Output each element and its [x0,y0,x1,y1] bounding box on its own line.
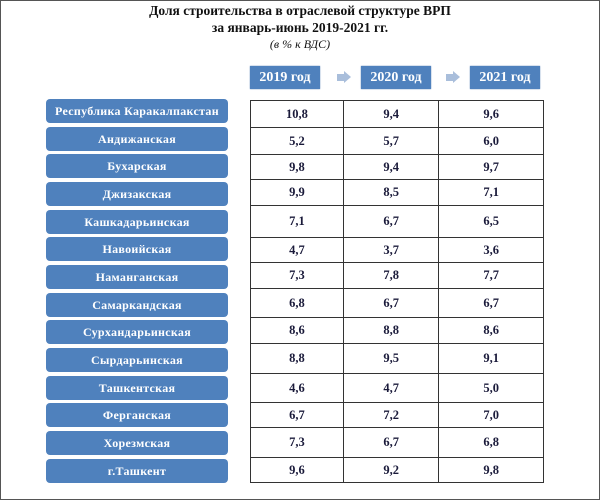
value-cell: 9,8 [250,154,344,180]
value-cell: 6,7 [342,205,440,238]
value-cell: 5,7 [342,127,440,155]
value-cell: 5,0 [438,373,544,403]
value-cell: 9,8 [438,457,544,483]
value-cell: 5,2 [250,127,344,155]
region-label: Ферганская [46,403,228,427]
value-cell: 9,5 [342,343,440,374]
region-label: Бухарская [46,154,228,178]
unit-note: (в % к ВДС) [269,37,331,51]
value-cell: 6,5 [438,205,544,238]
year-header-2019: 2019 год [250,66,320,89]
value-cell: 7,8 [342,262,440,289]
subtitle: за январь-июнь 2019-2021 гг. [211,20,389,35]
data-table: 10,8 9,4 9,6 5,2 5,7 6,0 9,8 9,4 9,7 9,9 8,5 7,1 7,1… [250,100,544,483]
region-label: Сырдарьинская [46,348,228,372]
region-label: Сурхандарьинская [46,320,228,344]
table-row: 8,6 8,8 8,6 [250,317,544,344]
value-cell: 10,8 [250,100,344,128]
value-cell: 9,6 [250,457,344,483]
value-cell: 9,1 [438,343,544,374]
value-cell: 6,7 [342,288,440,318]
table-row: 4,7 3,7 3,6 [250,237,544,263]
value-cell: 9,7 [438,154,544,180]
table-row: 7,1 6,7 6,5 [250,205,544,238]
value-cell: 6,8 [438,427,544,458]
table-row: 4,6 4,7 5,0 [250,373,544,403]
year-header-2021: 2021 год [470,66,540,89]
region-label: Наманганская [46,265,228,289]
value-cell: 8,6 [438,317,544,344]
value-cell: 7,1 [438,179,544,206]
region-label: Ташкентская [46,376,228,400]
value-cell: 9,9 [250,179,344,206]
region-label: Кашкадарьинская [46,210,228,234]
value-cell: 9,4 [342,100,440,128]
table-row: 6,8 6,7 6,7 [250,288,544,318]
value-cell: 3,6 [438,237,544,263]
value-cell: 7,3 [250,427,344,458]
value-cell: 8,5 [342,179,440,206]
table-row: 7,3 7,8 7,7 [250,262,544,289]
table-row: 7,3 6,7 6,8 [250,427,544,458]
value-cell: 6,7 [342,427,440,458]
region-label: Андижанская [46,127,228,151]
year-header-2020: 2020 год [361,66,431,89]
value-cell: 6,8 [250,288,344,318]
value-cell: 7,1 [250,205,344,238]
value-cell: 7,2 [342,402,440,428]
table-row: 9,8 9,4 9,7 [250,154,544,180]
region-label: Джизакская [46,182,228,206]
region-label: Хорезмская [46,431,228,455]
value-cell: 7,3 [250,262,344,289]
value-cell: 7,0 [438,402,544,428]
value-cell: 4,7 [250,237,344,263]
value-cell: 7,7 [438,262,544,289]
value-cell: 9,2 [342,457,440,483]
value-cell: 6,7 [250,402,344,428]
table-row: 5,2 5,7 6,0 [250,127,544,155]
value-cell: 6,7 [438,288,544,318]
value-cell: 4,7 [342,373,440,403]
region-label: Самаркандская [46,293,228,317]
region-label: г.Ташкент [46,459,228,483]
value-cell: 8,6 [250,317,344,344]
value-cell: 9,6 [438,100,544,128]
region-label: Республика Каракалпакстан [46,99,228,123]
region-label: Навоийская [46,237,228,261]
table-row: 10,8 9,4 9,6 [250,100,544,128]
value-cell: 4,6 [250,373,344,403]
value-cell: 8,8 [250,343,344,374]
table-row: 8,8 9,5 9,1 [250,343,544,374]
table-row: 9,6 9,2 9,8 [250,457,544,483]
value-cell: 6,0 [438,127,544,155]
value-cell: 3,7 [342,237,440,263]
table-row: 6,7 7,2 7,0 [250,402,544,428]
value-cell: 9,4 [342,154,440,180]
table-row: 9,9 8,5 7,1 [250,179,544,206]
title: Доля строительства в отраслевой структур… [149,3,451,18]
value-cell: 8,8 [342,317,440,344]
